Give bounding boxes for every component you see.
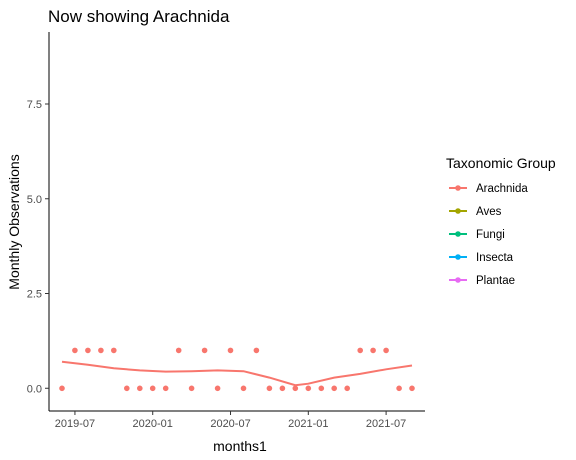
legend-entry: Plantae [449,275,515,287]
data-point [111,347,117,354]
y-tick-label: 5.0 [27,194,42,206]
legend-key-point [455,231,461,237]
data-point [59,385,65,392]
data-point [240,385,247,392]
legend-entry: Aves [449,206,502,218]
chart-title: Now showing Arachnida [48,7,230,26]
data-point [124,385,130,392]
data-point [292,385,299,392]
x-tick-label: 2021-07 [366,418,406,430]
legend: Taxonomic Group Arachnida Aves Fungi Insect… [446,155,556,287]
data-point [98,347,104,354]
data-point [175,347,182,354]
x-tick-label: 2019-07 [55,418,95,430]
legend-label: Plantae [476,275,515,287]
data-point [396,385,402,392]
y-axis-title: Monthly Observations [6,154,22,289]
legend-entry: Arachnida [449,183,528,195]
data-point [188,385,195,392]
data-point [318,385,325,392]
data-point [344,385,351,392]
x-tick-label: 2020-01 [133,418,173,430]
y-tick-label: 7.5 [27,99,42,111]
x-axis-title: months1 [213,438,267,454]
legend-key-point [455,277,461,283]
data-point [370,347,376,354]
data-point [331,385,338,392]
y-tick-label: 0.0 [27,383,42,395]
data-point [137,385,143,392]
data-point [85,347,91,354]
data-point [227,347,234,354]
legend-key-point [455,208,461,214]
legend-label: Fungi [476,229,505,241]
data-point [162,385,169,392]
data-point [383,347,389,354]
legend-label: Aves [476,206,502,218]
data-point [409,385,415,392]
legend-entries: Arachnida Aves Fungi Insecta Plantae [449,183,528,287]
data-point [357,347,364,354]
x-tick-label: 2020-07 [210,418,250,430]
legend-key-point [455,254,461,260]
y-tick-label: 2.5 [27,289,42,301]
x-tick-label: 2021-01 [288,418,328,430]
data-point [72,347,78,354]
legend-key-point [455,185,461,191]
smooth-line-layer [61,360,413,387]
legend-label: Arachnida [476,183,528,195]
plot-panel: 0.0 2.5 5.0 7.5 2019-07 2020-01 2020-07 2021-0… [27,32,425,430]
points-layer [59,347,415,392]
data-point [201,347,208,354]
data-point [305,385,312,392]
legend-title: Taxonomic Group [446,155,556,171]
data-point [266,385,273,392]
data-point [149,385,156,392]
data-point [253,347,260,354]
legend-entry: Fungi [449,229,505,241]
x-axis-ticks: 2019-07 2020-01 2020-07 2021-01 2021-07 [55,411,406,430]
smooth-line [61,360,413,387]
legend-label: Insecta [476,252,514,264]
data-point [214,385,221,392]
y-axis-ticks: 0.0 2.5 5.0 7.5 [27,99,49,395]
data-point [279,385,286,392]
legend-entry: Insecta [449,252,514,264]
